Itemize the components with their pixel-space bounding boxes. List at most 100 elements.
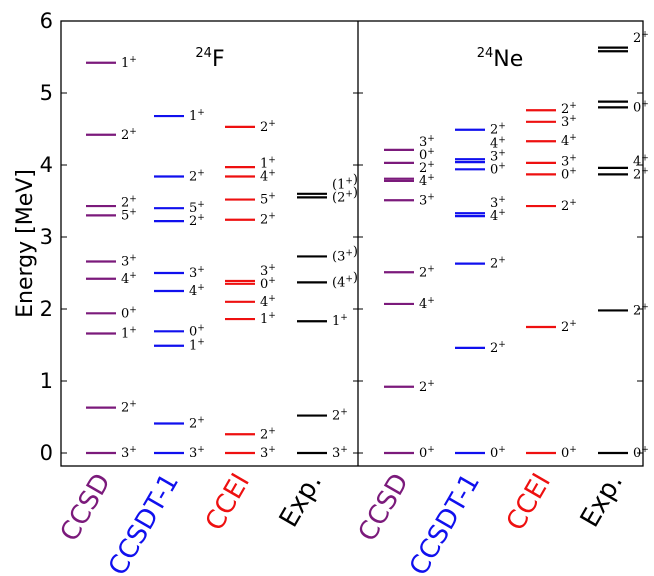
level-label: 3+: [490, 148, 506, 164]
level-label: 4+: [189, 283, 205, 299]
label-part: 3: [337, 249, 345, 264]
label-part: +: [427, 445, 435, 455]
label-part: +: [569, 153, 577, 163]
level-label: 5+: [189, 200, 205, 216]
level-label: 5+: [121, 207, 137, 223]
level-label: 4+: [490, 135, 506, 151]
label-part: +: [427, 160, 435, 170]
label-part: +: [427, 296, 435, 306]
method-label: CCSD: [55, 469, 117, 547]
level-label: 2+: [633, 166, 649, 182]
label-part: 4: [561, 134, 569, 149]
label-part: 0: [490, 162, 498, 177]
level-label: 2+: [633, 30, 649, 46]
label-part: +: [129, 305, 137, 315]
level-label: 3+: [419, 192, 435, 208]
nucleus-label: 24Ne: [477, 46, 524, 72]
label-part: +: [498, 208, 506, 218]
y-tick-label: 3: [40, 225, 53, 249]
label-part: 2: [490, 341, 498, 356]
level-label: 0+: [121, 305, 137, 321]
level-label: 1+: [260, 311, 276, 327]
level-label: 0+: [419, 445, 435, 461]
label-part: 2: [260, 120, 268, 135]
label-part: +: [129, 445, 137, 455]
y-tick-label: 4: [40, 153, 53, 177]
level-label: 0+: [561, 166, 577, 182]
label-part: +: [129, 194, 137, 204]
level-label: 2+: [121, 127, 137, 143]
label-part: 0: [633, 446, 641, 461]
label-part: 1: [121, 326, 129, 341]
level-label: 2+: [260, 212, 276, 228]
label-part: (: [332, 275, 337, 290]
level-label: 4+: [260, 294, 276, 310]
nucleus-mass: 24: [477, 46, 494, 61]
level-label: (2+): [332, 185, 358, 205]
level-label: 4+: [121, 271, 137, 287]
label-part: 0: [633, 100, 641, 115]
label-part: +: [268, 445, 276, 455]
label-part: +: [498, 135, 506, 145]
level-label: 0+: [490, 161, 506, 177]
label-part: +: [197, 169, 205, 179]
label-part: 2: [633, 167, 641, 182]
label-part: +: [129, 271, 137, 281]
label-part: +: [569, 445, 577, 455]
y-tick-label: 1: [40, 369, 53, 393]
label-part: +: [498, 445, 506, 455]
label-part: +: [268, 119, 276, 129]
level-label: 3+: [189, 265, 205, 281]
label-part: +: [498, 161, 506, 171]
label-part: +: [340, 313, 348, 323]
level-label: 3+: [490, 195, 506, 211]
label-part: +: [197, 445, 205, 455]
label-part: +: [268, 294, 276, 304]
label-part: +: [641, 30, 649, 40]
level-label: 0+: [189, 323, 205, 339]
label-part: 2: [490, 257, 498, 272]
level-label: 1+: [121, 325, 137, 341]
level-label: 2+: [561, 101, 577, 117]
label-part: 2: [419, 265, 427, 280]
label-part: 3: [561, 115, 569, 130]
label-part: 3: [419, 193, 427, 208]
level-label: 1+: [121, 55, 137, 71]
label-part: 3: [260, 446, 268, 461]
label-part: +: [569, 198, 577, 208]
label-part: 1: [121, 56, 129, 71]
label-part: 0: [561, 446, 569, 461]
level-label: 2+: [121, 400, 137, 416]
label-part: 4: [260, 295, 268, 310]
label-part: +: [498, 148, 506, 158]
label-part: 3: [260, 264, 268, 279]
level-label: 3+: [419, 134, 435, 150]
level-label: 2+: [260, 426, 276, 442]
method-label: CCSD: [353, 469, 415, 547]
label-part: +: [268, 263, 276, 273]
label-part: (: [332, 190, 337, 205]
level-label: 4+: [419, 173, 435, 189]
label-part: 2: [419, 161, 427, 176]
label-part: ): [353, 270, 358, 285]
label-part: 2: [260, 427, 268, 442]
label-part: +: [498, 340, 506, 350]
label-part: 0: [419, 446, 427, 461]
nucleus-label: 24F: [195, 46, 224, 72]
level-label: 2+: [419, 379, 435, 395]
label-part: +: [268, 156, 276, 166]
level-label: (1+): [332, 172, 358, 192]
label-part: 3: [332, 446, 340, 461]
label-part: +: [268, 426, 276, 436]
level-label: 4+: [260, 169, 276, 185]
label-part: +: [268, 276, 276, 286]
level-label: 2+: [561, 198, 577, 214]
label-part: 0: [490, 446, 498, 461]
label-part: 5: [189, 201, 197, 216]
label-part: ): [353, 172, 358, 187]
level-label: 0+: [633, 445, 649, 461]
label-part: 4: [337, 275, 345, 290]
axes: [60, 20, 644, 467]
level-label: 1+: [260, 156, 276, 172]
label-part: +: [641, 445, 649, 455]
